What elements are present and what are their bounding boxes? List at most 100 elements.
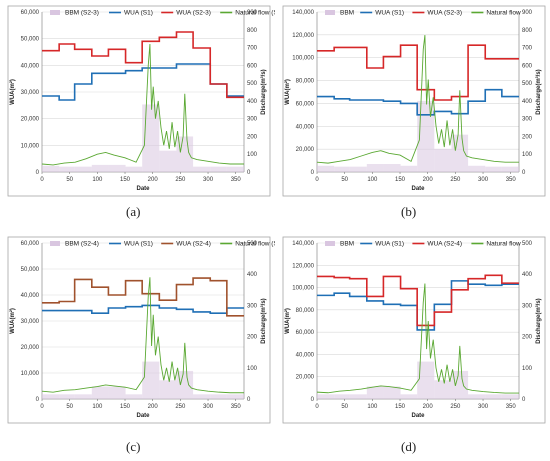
bar-bbm-s2-4-c [176,370,194,399]
legend-label-natural-flow-s1-c: Natural flow (S1) [235,241,275,248]
ytick-right-b: 200 [522,134,533,140]
xtick-a: 350 [231,177,242,183]
ytick-left-c: 10,000 [21,371,40,377]
bar-bbm-d [334,394,350,399]
ytick-right-b: 0 [522,170,526,176]
xtick-c: 250 [175,404,186,410]
bar-bbm-b [383,164,401,172]
ytick-left-d: 100,000 [292,286,314,292]
bar-bbm-s2-4-c [125,394,143,399]
y-axis-label-left-b: WUA(m²) [284,79,291,105]
ytick-left-a: 20,000 [21,117,40,123]
ytick-right-b: 400 [522,99,533,105]
xtick-d: 0 [315,404,319,410]
xtick-a: 0 [40,177,44,183]
line-wua-s2-4-c [42,277,244,317]
x-axis-label-c: Date [136,413,150,419]
ytick-right-d: 0 [522,397,526,403]
bar-bbm-s2-3-a [159,150,177,172]
ytick-right-a: 100 [247,152,258,158]
panel-label-b: (b) [401,204,417,219]
ytick-right-c: 500 [247,241,258,247]
ytick-left-b: 0 [311,170,315,176]
line-wua-s1-b [317,88,519,116]
ytick-right-a: 400 [247,99,258,105]
bar-bbm-s2-4-c [91,386,109,399]
xtick-c: 100 [92,404,103,410]
line-natural-flow-d [316,283,519,394]
ytick-left-a: 30,000 [21,90,40,96]
xtick-a: 100 [92,177,103,183]
chart-panel-b: 0 20,000 40,000 60,000 80,000 100,000 120,000 1… [275,0,550,230]
legend-swatch-bbm-d [325,241,335,246]
bar-bbm-d [349,394,367,399]
bar-bbm-s2-3-a [193,166,211,172]
bar-bbm-b [468,165,486,172]
chart-c: 0 10,000 20,000 30,000 40,000 50,000 60,000 0 10… [7,236,275,424]
ytick-left-a: 40,000 [21,63,40,69]
bar-bbm-d [317,394,335,399]
xtick-c: 50 [66,404,73,410]
ytick-left-d: 60,000 [296,330,315,336]
bar-bbm-b [349,166,367,172]
xtick-a: 250 [175,177,186,183]
ytick-left-c: 30,000 [21,319,40,325]
bar-bbm-d [366,386,384,399]
xtick-b: 100 [367,177,378,183]
y-axis-label-right-c: Discharge(m³/s) [260,298,267,343]
xtick-b: 350 [506,177,517,183]
y-axis-label-left-a: WUA(m²) [9,79,16,105]
ytick-left-a: 0 [36,170,40,176]
bar-bbm-d [383,386,401,399]
ytick-right-b: 700 [522,46,533,52]
xtick-d: 200 [423,404,434,410]
legend-label-wua-s1-d: WUA (S1) [375,241,404,248]
xtick-c: 150 [120,404,131,410]
chart-a: 0 10,000 20,000 30,000 40,000 50,000 60,000 0 10… [7,5,275,197]
legend-swatch-bbm-s2-4-c [50,241,60,246]
xtick-c: 300 [203,404,214,410]
bar-bbm-s2-3-a [108,164,126,172]
bar-bbm-b [434,148,452,172]
ytick-right-c: 300 [247,303,258,309]
ytick-left-a: 50,000 [21,37,40,43]
legend-label-natural-flow-b: Natural flow [486,10,521,17]
bar-bbm-s2-3-a [125,166,143,172]
bar-bbm-d [400,394,418,399]
ytick-left-b: 40,000 [296,124,315,130]
ytick-left-d: 20,000 [296,375,315,381]
y-axis-label-left-d: WUA(m²) [284,308,291,334]
bar-bbm-s2-4-c [193,394,211,399]
ytick-right-a: 200 [247,134,258,140]
bar-bbm-d [434,380,452,399]
bar-bbm-s2-3-a [176,136,194,172]
ytick-left-a: 60,000 [21,10,40,16]
ytick-right-c: 0 [247,397,251,403]
ytick-right-a: 0 [247,170,251,176]
ytick-right-a: 600 [247,63,258,69]
bar-bbm-s2-3-a [59,166,75,172]
xtick-d: 50 [341,404,348,410]
ytick-right-b: 500 [522,81,533,87]
ytick-left-d: 120,000 [292,263,314,269]
bar-bbm-d [485,394,502,399]
ytick-right-d: 300 [522,303,533,309]
legend-swatch-bbm-b [325,10,335,15]
bar-bbm-d [468,394,486,399]
bar-bbm-s2-3-a [142,104,160,172]
ytick-right-d: 500 [522,241,533,247]
x-axis-label-b: Date [411,186,425,192]
chart-frame-d [282,236,546,424]
bar-bbm-s2-3-a [210,166,227,172]
panel-label-d: (d) [401,439,417,454]
xtick-c: 350 [231,404,242,410]
ytick-left-d: 40,000 [296,352,315,358]
bar-bbm-b [485,166,502,172]
chart-panel-a: 0 10,000 20,000 30,000 40,000 50,000 60,000 0 10… [0,0,275,230]
ytick-left-b: 100,000 [292,56,314,62]
ytick-left-d: 140,000 [292,241,314,247]
legend-label-wua-s2-4-d: WUA (S2-4) [427,241,462,248]
x-axis-label-a: Date [136,186,150,192]
chart-frame-b [282,5,546,197]
bar-bbm-s2-3-a [74,166,92,172]
